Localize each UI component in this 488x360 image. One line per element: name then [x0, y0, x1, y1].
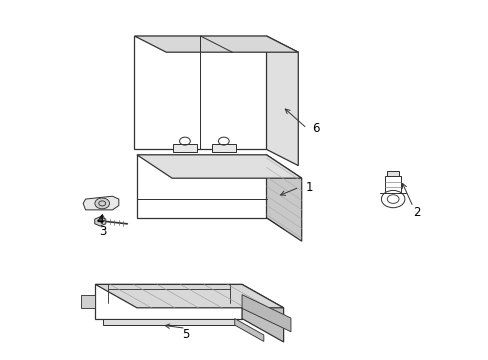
- Polygon shape: [137, 155, 301, 178]
- Polygon shape: [242, 294, 290, 332]
- Polygon shape: [266, 36, 298, 166]
- Polygon shape: [173, 144, 196, 152]
- Polygon shape: [134, 36, 298, 52]
- Polygon shape: [212, 144, 235, 152]
- Text: 3: 3: [99, 225, 106, 238]
- Text: 1: 1: [305, 181, 312, 194]
- Polygon shape: [95, 284, 242, 319]
- Text: 5: 5: [182, 328, 189, 341]
- Polygon shape: [234, 319, 264, 341]
- Polygon shape: [266, 155, 301, 241]
- Text: 4: 4: [96, 214, 104, 227]
- Polygon shape: [95, 284, 283, 308]
- Polygon shape: [137, 155, 266, 218]
- Text: 6: 6: [311, 122, 319, 135]
- Polygon shape: [95, 217, 105, 226]
- Circle shape: [95, 198, 109, 209]
- Text: 2: 2: [412, 206, 420, 219]
- Polygon shape: [385, 176, 400, 193]
- Polygon shape: [102, 319, 234, 325]
- Polygon shape: [134, 36, 266, 149]
- Polygon shape: [81, 294, 95, 308]
- Polygon shape: [386, 171, 398, 176]
- Polygon shape: [83, 196, 119, 210]
- Polygon shape: [242, 284, 283, 342]
